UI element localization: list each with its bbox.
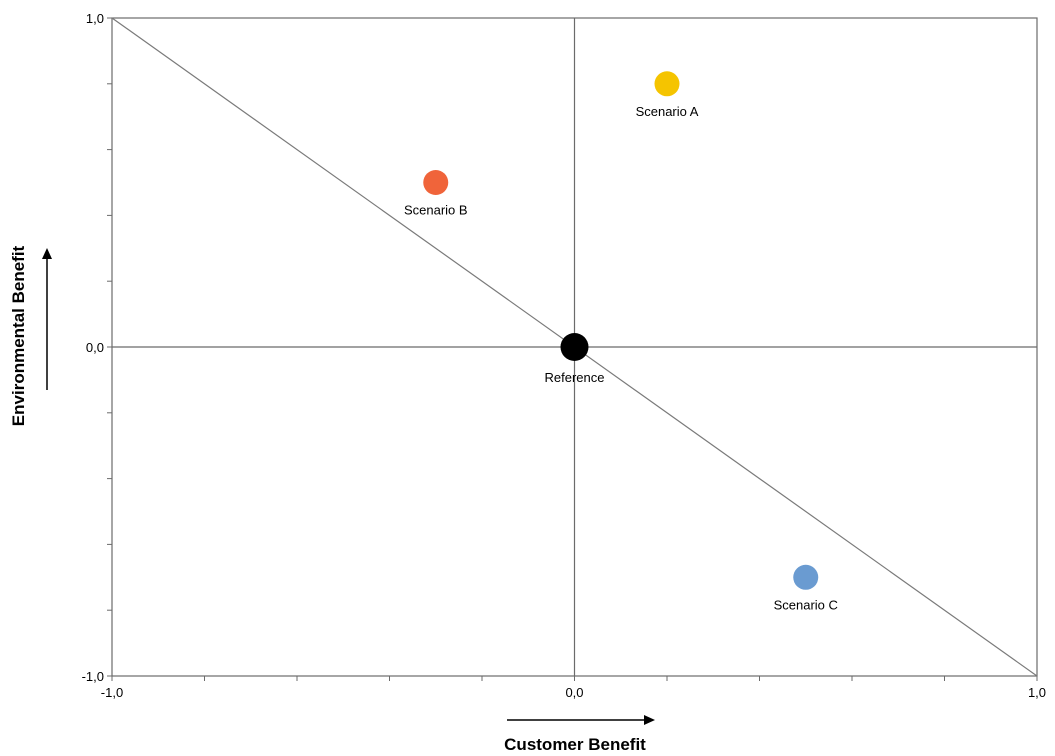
y-tick-label: -1,0 [82, 669, 104, 684]
x-axis-arrowhead [644, 715, 655, 725]
x-tick-label: 0,0 [565, 685, 583, 700]
x-axis-title: Customer Benefit [504, 735, 646, 754]
x-tick-label: 1,0 [1028, 685, 1046, 700]
x-tick-label: -1,0 [101, 685, 123, 700]
y-tick-label: 1,0 [86, 11, 104, 26]
data-point [423, 170, 449, 195]
data-point [654, 71, 680, 97]
data-point [793, 564, 819, 590]
minor-ticks [107, 17, 1038, 681]
data-point-label: Reference [545, 370, 605, 385]
y-tick-label: 0,0 [86, 340, 104, 355]
x-tick-labels: -1,0 0,0 1,0 [101, 685, 1046, 700]
data-point-label: Scenario B [404, 203, 468, 218]
data-point-label: Scenario C [774, 597, 838, 612]
y-tick-labels: 1,0 0,0 -1,0 [82, 11, 104, 684]
y-axis-arrowhead [42, 248, 52, 259]
data-point-label: Scenario A [636, 104, 699, 119]
y-axis-title: Environmental Benefit [9, 245, 28, 426]
data-point [560, 333, 589, 361]
data-points: Scenario A Scenario B Reference Scenario C [404, 71, 838, 612]
